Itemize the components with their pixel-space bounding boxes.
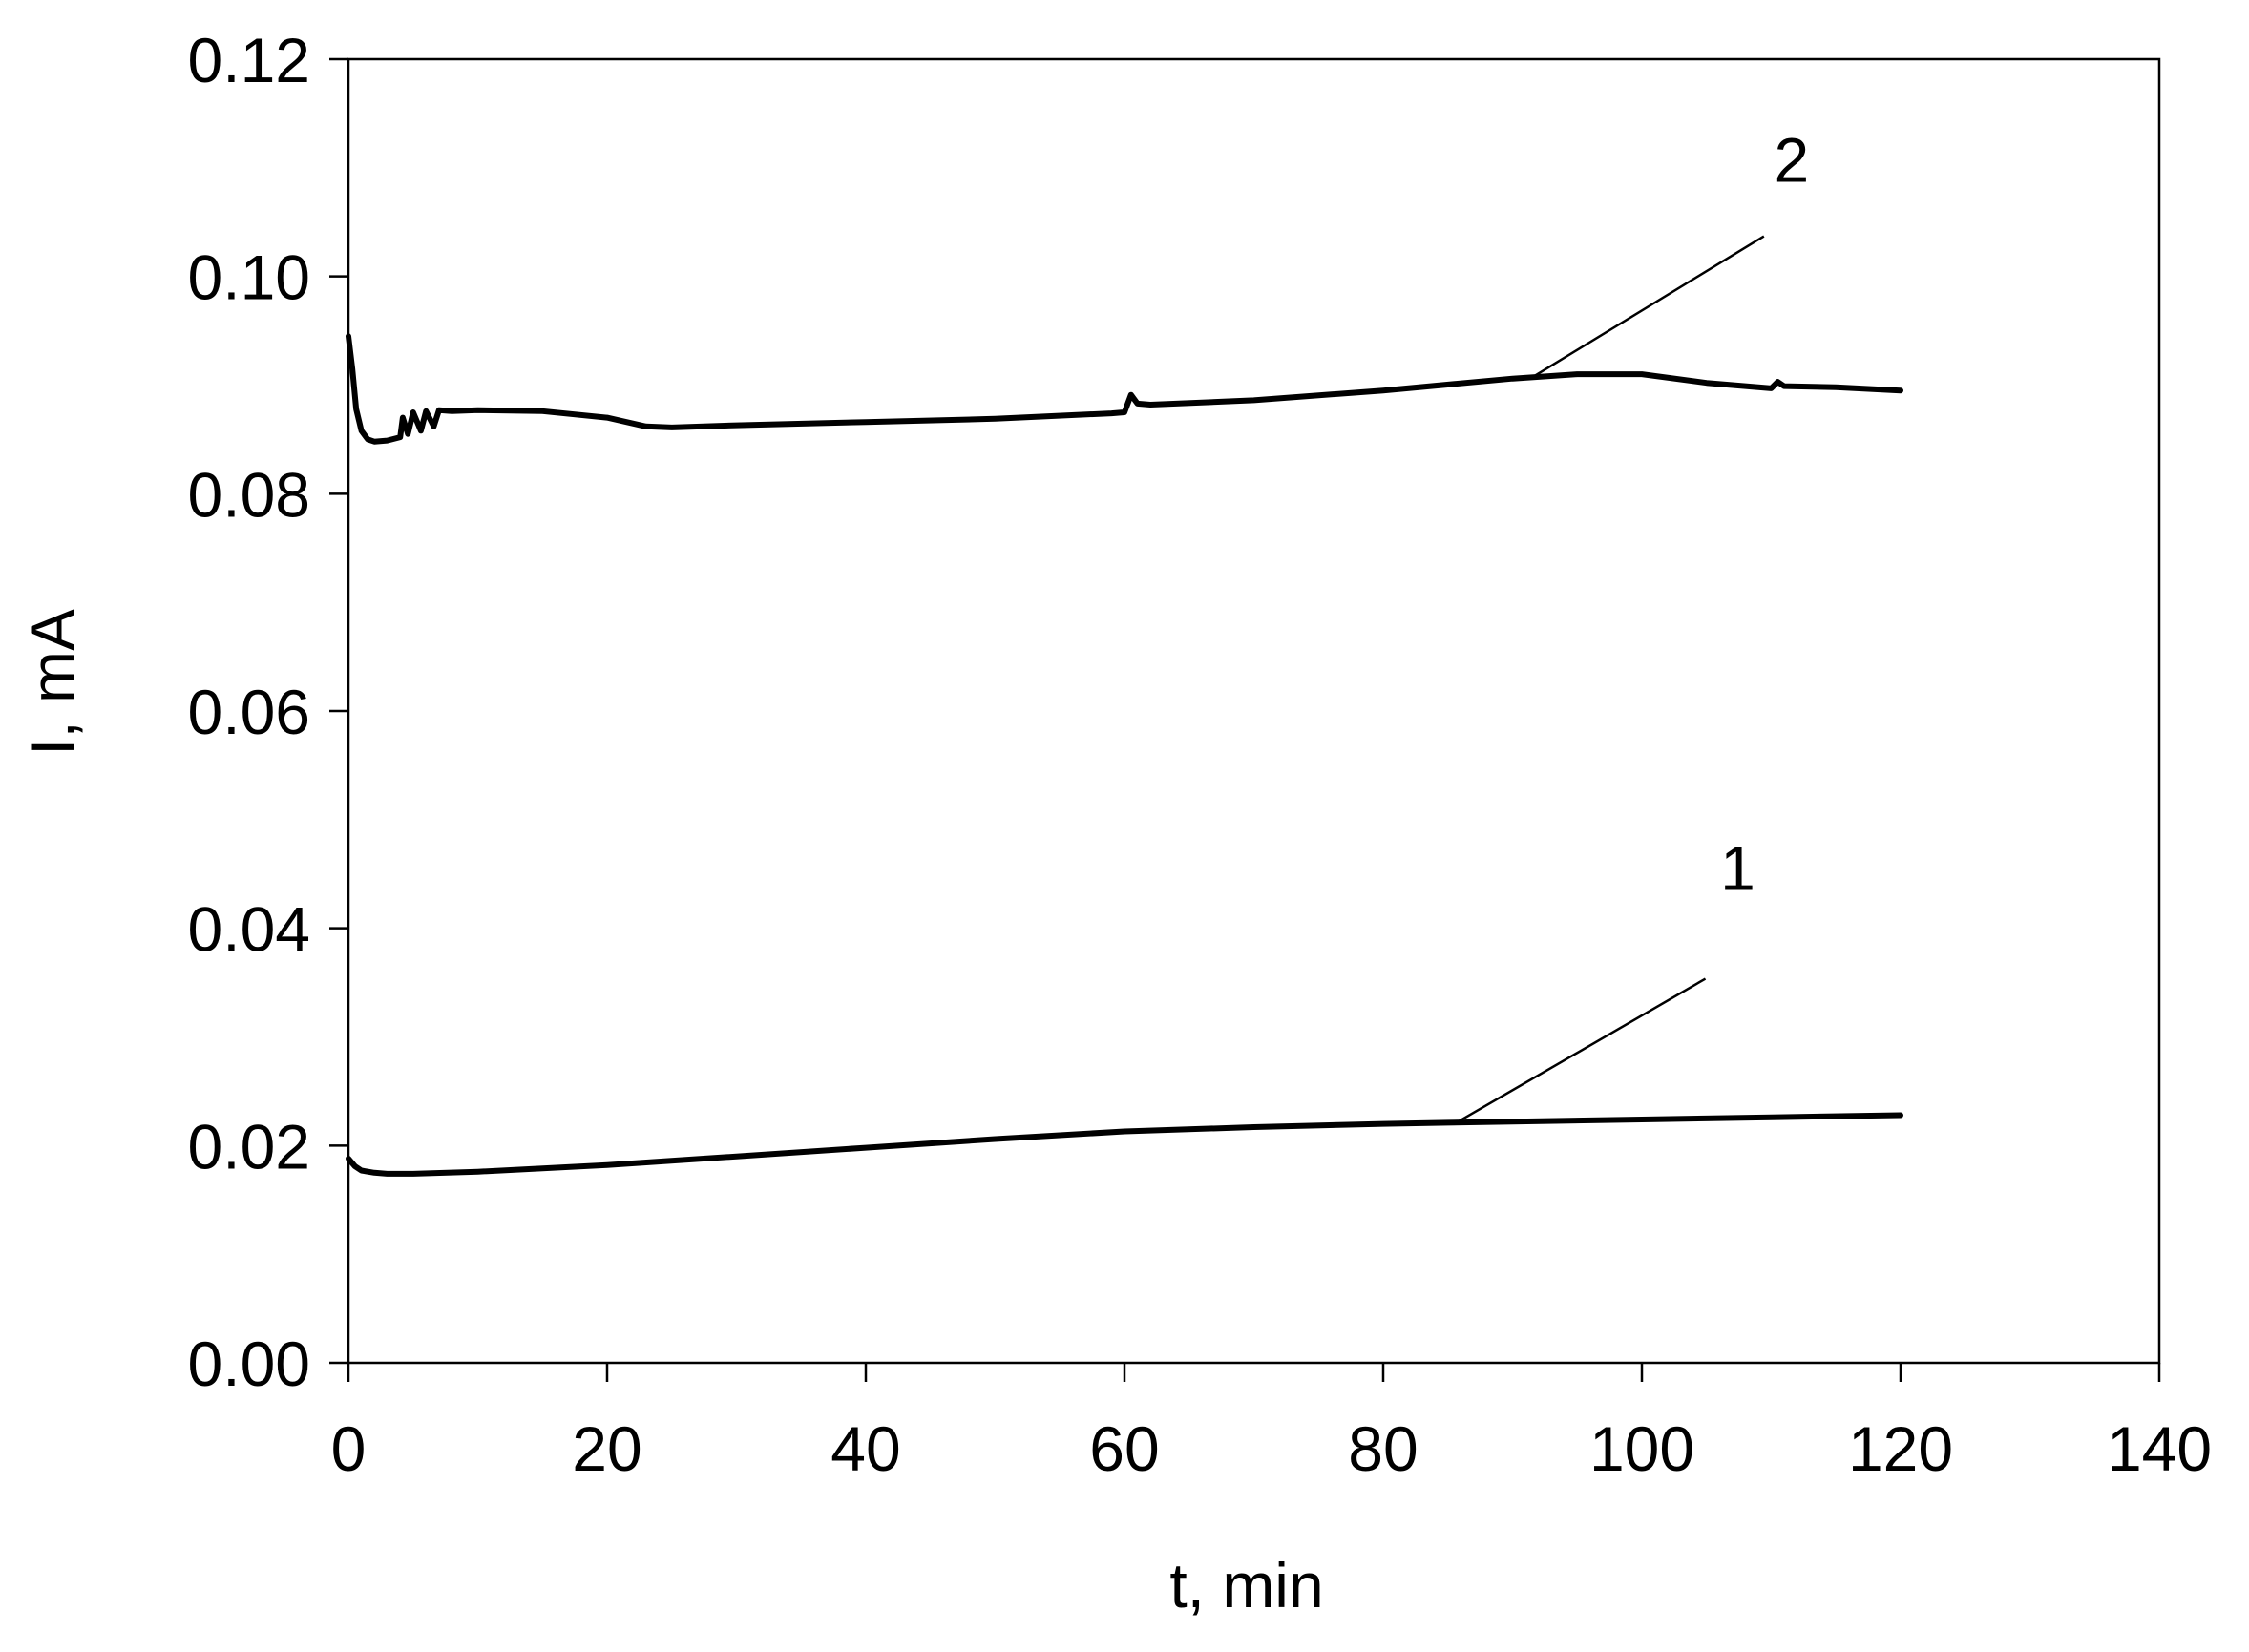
y-tick-label: 0.12 bbox=[188, 25, 310, 95]
curve-label-1: 1 bbox=[1720, 833, 1755, 904]
curve-label-2: 2 bbox=[1774, 125, 1809, 196]
x-tick-label: 40 bbox=[830, 1413, 900, 1484]
annotation-leader-line bbox=[1531, 235, 1765, 379]
x-tick-label: 140 bbox=[2107, 1413, 2212, 1484]
x-tick-label: 100 bbox=[1589, 1413, 1694, 1484]
series-layer bbox=[346, 333, 1903, 1177]
x-tick-label: 20 bbox=[572, 1413, 641, 1484]
x-tick-label: 120 bbox=[1848, 1413, 1953, 1484]
y-tick-label: 0.06 bbox=[188, 677, 310, 747]
y-tick-label: 0.04 bbox=[188, 894, 310, 965]
series-1-line bbox=[346, 1112, 1903, 1177]
plot-frame bbox=[347, 57, 2161, 1365]
plot-area-border bbox=[347, 57, 2161, 1365]
y-tick-label: 0.08 bbox=[188, 459, 310, 530]
x-tick-label: 60 bbox=[1089, 1413, 1159, 1484]
y-tick-label: 0.10 bbox=[188, 242, 310, 313]
y-tick-label: 0.00 bbox=[188, 1328, 310, 1399]
x-tick-label: 80 bbox=[1348, 1413, 1418, 1484]
annotation-layer: 12 bbox=[1453, 125, 1809, 1125]
annotation-leader-line bbox=[1453, 977, 1707, 1125]
y-tick-label: 0.02 bbox=[188, 1111, 310, 1181]
x-axis-title: t, min bbox=[1169, 1550, 1323, 1621]
x-axis-ticks: 0 20 40 60 80 100 120 140 bbox=[331, 1363, 2212, 1484]
x-tick-label: 0 bbox=[331, 1413, 367, 1484]
y-axis-ticks: 0.00 0.02 0.04 0.06 0.08 0.10 0.12 bbox=[188, 25, 348, 1399]
series-2-line bbox=[346, 333, 1903, 445]
y-axis-title: I, mA bbox=[17, 609, 88, 756]
